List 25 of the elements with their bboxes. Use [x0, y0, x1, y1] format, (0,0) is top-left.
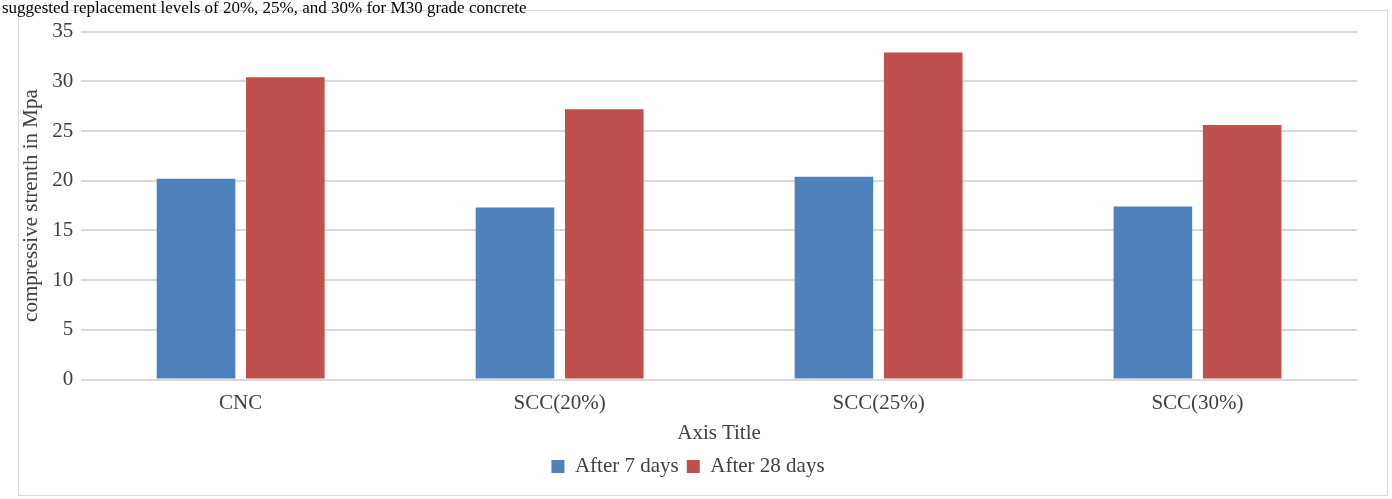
bar — [156, 178, 236, 379]
bar — [1202, 125, 1282, 379]
y-tick-label: 0 — [62, 366, 74, 391]
text: suggested replacement levels of 20%, 25%, and 30% for M30 grade concrete — [1, 0, 527, 18]
legend-label: After 28 days — [710, 453, 825, 478]
bar — [1113, 206, 1193, 379]
bar — [246, 77, 325, 379]
x-tick-label: SCC(30%) — [1151, 389, 1244, 414]
y-tick-label: 5 — [62, 316, 74, 341]
y-tick-label: 10 — [52, 266, 74, 291]
x-axis-title: Axis Title — [677, 419, 761, 444]
x-tick-label: CNC — [219, 389, 263, 414]
x-tick-label: SCC(20%) — [513, 389, 606, 414]
x-tick-label: SCC(25%) — [832, 389, 925, 414]
y-tick-label: 15 — [52, 216, 74, 241]
y-tick-label: 20 — [52, 167, 74, 192]
bar — [883, 52, 963, 379]
bar — [564, 109, 644, 379]
bar — [475, 207, 555, 379]
y-axis-title: compressive strenth in Mpa — [18, 88, 43, 322]
bar — [794, 176, 874, 379]
y-tick-label: 30 — [52, 67, 74, 92]
legend-label: After 7 days — [574, 453, 679, 478]
y-tick-label: 25 — [52, 117, 74, 142]
y-tick-label: 35 — [52, 18, 74, 43]
